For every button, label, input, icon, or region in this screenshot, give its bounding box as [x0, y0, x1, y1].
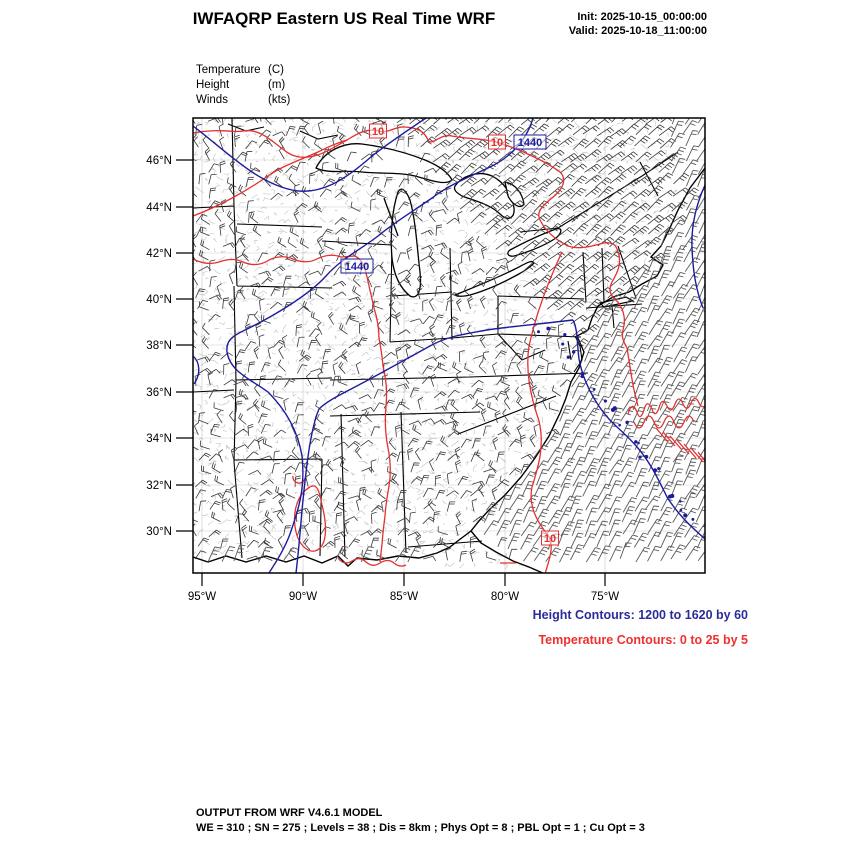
- height-speckle-dot: [563, 332, 567, 337]
- legend-var-name: Height: [196, 79, 230, 91]
- temp-contour-wisconsin: [193, 139, 348, 217]
- contour-label-box: [513, 134, 547, 150]
- axis-ticks: 46°N 44°N 42°N 40°N 38°N 36°N 34°N 32°N 30°N 95°W…: [146, 155, 619, 603]
- height-contour-right-edge: [691, 184, 705, 309]
- lat-tick-label: 38°N: [146, 340, 172, 352]
- lon-tick-label: 75°W: [591, 591, 619, 603]
- height-speckle-dot: [691, 517, 695, 521]
- height-speckle-dot: [618, 423, 621, 427]
- land-wind-barbs: [193, 118, 699, 562]
- lat-tick-label: 46°N: [146, 155, 172, 167]
- height-contours: [193, 118, 705, 573]
- height-speckle-dot: [580, 372, 585, 376]
- contour-label-box: [369, 123, 387, 139]
- lat-tick-label: 44°N: [146, 202, 172, 214]
- height-speckle-dot: [652, 468, 658, 473]
- temp-contour-central: [193, 254, 391, 563]
- height-contour-coastal: [572, 319, 705, 540]
- height-speckle-dot: [603, 399, 607, 403]
- height-contour-left-arc: [193, 355, 200, 385]
- legend-var-name: Winds: [196, 94, 228, 106]
- temp-contour-10-north: [193, 126, 639, 407]
- model-footer: OUTPUT FROM WRF V4.6.1 MODEL WE = 310 ; …: [196, 806, 645, 835]
- height-speckle-dot: [644, 454, 649, 459]
- lake-superior: [315, 143, 453, 184]
- height-speckle-dot: [612, 406, 617, 411]
- legend-var-unit: (kts): [268, 94, 291, 106]
- contour-label-text: 10: [372, 126, 384, 138]
- height-contour-nw: [193, 118, 427, 192]
- lon-tick-label: 85°W: [390, 591, 418, 603]
- lat-tick-label: 42°N: [146, 248, 172, 260]
- height-speckle-dot: [566, 355, 571, 359]
- height-contour-1440: [226, 118, 534, 573]
- contour-label-text: 1440: [345, 261, 369, 273]
- height-speckle-dot: [657, 467, 661, 470]
- height-speckle-dot: [546, 326, 551, 331]
- height-speckle-dots: [536, 326, 695, 521]
- height-speckle-dot: [679, 500, 682, 503]
- height-speckle-dot: [536, 330, 541, 334]
- contour-label-text: 1440: [518, 137, 542, 149]
- green-bay: [383, 197, 399, 237]
- height-speckle-dot: [670, 493, 675, 499]
- height-contour-legend: Height Contours: 1200 to 1620 by 60: [532, 608, 748, 622]
- lat-tick-label: 32°N: [146, 480, 172, 492]
- lon-tick-label: 90°W: [289, 591, 317, 603]
- lat-tick-label: 30°N: [146, 526, 172, 538]
- legend-row-height: Height (m): [196, 78, 290, 93]
- page-title: IWFAQRP Eastern US Real Time WRF: [192, 9, 496, 28]
- temp-contour-gulf-wiggle: [292, 475, 516, 567]
- footer-model-line: OUTPUT FROM WRF V4.6.1 MODEL: [196, 807, 383, 819]
- lon-tick-label: 95°W: [188, 591, 216, 603]
- variables-legend: Temperature (C) Height (m) Winds (kts): [196, 63, 290, 108]
- contour-label-box: [541, 530, 559, 546]
- init-time: Init: 2025-10-15_00:00:00: [577, 11, 707, 23]
- great-lakes: [315, 143, 562, 298]
- height-speckle-dot: [592, 388, 596, 391]
- valid-time: Valid: 2025-10-18_11:00:00: [568, 25, 707, 37]
- temp-contour-gulf-loop: [293, 485, 327, 552]
- temperature-contour-legend: Temperature Contours: 0 to 25 by 5: [538, 633, 748, 647]
- lat-tick-label: 34°N: [146, 433, 172, 445]
- height-contour-mid: [295, 319, 574, 573]
- legend-row-temperature: Temperature (C): [196, 63, 290, 78]
- lake-michigan: [390, 188, 422, 298]
- legend-var-name: Temperature: [196, 64, 261, 76]
- contour-label-text: 10: [491, 137, 503, 149]
- lat-tick-label: 40°N: [146, 294, 172, 306]
- contour-label-box: [488, 134, 506, 150]
- height-speckle-dot: [625, 420, 629, 425]
- lon-tick-label: 80°W: [491, 591, 519, 603]
- contour-value-labels: 10 10 1440 1440 10: [340, 123, 559, 546]
- atlantic-coastline: [470, 167, 705, 573]
- footer-config-line: WE = 310 ; SN = 275 ; Levels = 38 ; Dis …: [196, 821, 645, 834]
- temp-contour-gulfstream-squiggle: [627, 397, 705, 463]
- run-times: Init: 2025-10-15_00:00:00 Valid: 2025-10…: [569, 10, 707, 38]
- contour-label-text: 10: [544, 533, 556, 545]
- legend-row-winds: Winds (kts): [196, 93, 290, 108]
- height-speckle-dot: [638, 455, 642, 459]
- height-speckle-dot: [679, 508, 683, 512]
- height-speckle-dot: [634, 440, 638, 444]
- height-speckle-dot: [580, 374, 585, 379]
- legend-var-unit: (C): [268, 64, 284, 76]
- height-speckle-dot: [637, 441, 640, 445]
- contour-label-box: [340, 258, 374, 274]
- gulf-coastline: [193, 530, 472, 567]
- lat-tick-label: 36°N: [146, 387, 172, 399]
- height-speckle-dot: [571, 350, 576, 354]
- height-speckle-dot: [561, 342, 565, 346]
- legend-var-unit: (m): [268, 79, 286, 91]
- height-speckle-dot: [683, 513, 688, 518]
